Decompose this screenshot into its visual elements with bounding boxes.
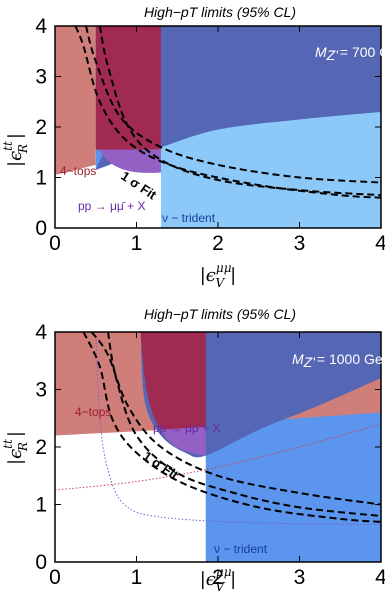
x-tick-label: 0 xyxy=(49,566,61,589)
x-tick-label: 0 xyxy=(49,232,61,255)
collider-label: pp → μμ̄ + X xyxy=(78,199,146,213)
fit-contour xyxy=(90,332,381,506)
y-tick-label: 4 xyxy=(35,15,47,38)
x-axis-label: |ϵμμ V | xyxy=(200,565,237,591)
four-tops-label: 4−tops xyxy=(60,164,96,178)
x-tick-label: 3 xyxy=(294,232,306,255)
chart-title: High−pT limits (95% CL) xyxy=(144,306,296,322)
purple-overlap-region xyxy=(160,426,206,456)
chart-panel-1000: High−pT limits (95% CL) 0 1 2 3 4 0 1 2 3 4 MZ' = … xyxy=(1,306,385,591)
fit-contour xyxy=(98,26,381,197)
y-tick-label: 1 xyxy=(35,494,47,517)
trident-label: ν − trident xyxy=(162,211,216,225)
overlap-crimson-region xyxy=(140,332,206,430)
mass-label: MZ'= 700 GeV xyxy=(315,44,385,63)
plot-area xyxy=(55,332,381,562)
x-tick-label: 2 xyxy=(212,232,224,255)
x-tick-label: 2 xyxy=(212,566,224,589)
y-tick-label: 0 xyxy=(35,217,47,240)
trident-label: ν − trident xyxy=(214,542,268,556)
four-tops-label: 4−tops xyxy=(75,405,111,419)
y-tick-label: 0 xyxy=(35,551,47,574)
fit-contour xyxy=(107,332,381,517)
y-axis-label: |ϵttR| xyxy=(1,133,30,167)
x-tick-label: 4 xyxy=(375,566,385,589)
y-tick-label: 3 xyxy=(35,379,47,402)
y-tick-label: 4 xyxy=(35,321,47,344)
y-tick-label: 3 xyxy=(35,66,47,89)
fit-contour xyxy=(74,26,381,199)
dotted-contour xyxy=(55,423,381,491)
collider-label: pp → μμ̄ + X xyxy=(153,421,221,435)
four-tops-region xyxy=(55,26,96,175)
x-tick-label: 4 xyxy=(375,232,385,255)
chart-panel-700: High−pT limits (95% CL) 0 1 2 3 4 0 1 2 3 4 MZ' = … xyxy=(1,4,385,290)
y-tick-label: 1 xyxy=(35,167,47,190)
mass-label: MZ' = 1000 GeV xyxy=(292,351,385,370)
y-axis-label: |ϵttR| xyxy=(1,431,30,465)
purple-overlap-region xyxy=(99,149,161,173)
x-tick-label: 3 xyxy=(294,566,306,589)
chart-title: High−pT limits (95% CL) xyxy=(144,4,296,20)
overlap-crimson-region xyxy=(95,26,161,150)
x-tick-label: 1 xyxy=(131,566,143,589)
x-axis-label: |ϵμμ V | xyxy=(200,261,237,290)
plot-area xyxy=(55,26,381,228)
fit-contour xyxy=(85,26,381,184)
x-tick-label: 1 xyxy=(131,232,143,255)
fit-contour xyxy=(82,332,381,523)
y-tick-label: 2 xyxy=(35,116,47,139)
overlap-region xyxy=(95,26,381,170)
y-tick-label: 2 xyxy=(35,436,47,459)
